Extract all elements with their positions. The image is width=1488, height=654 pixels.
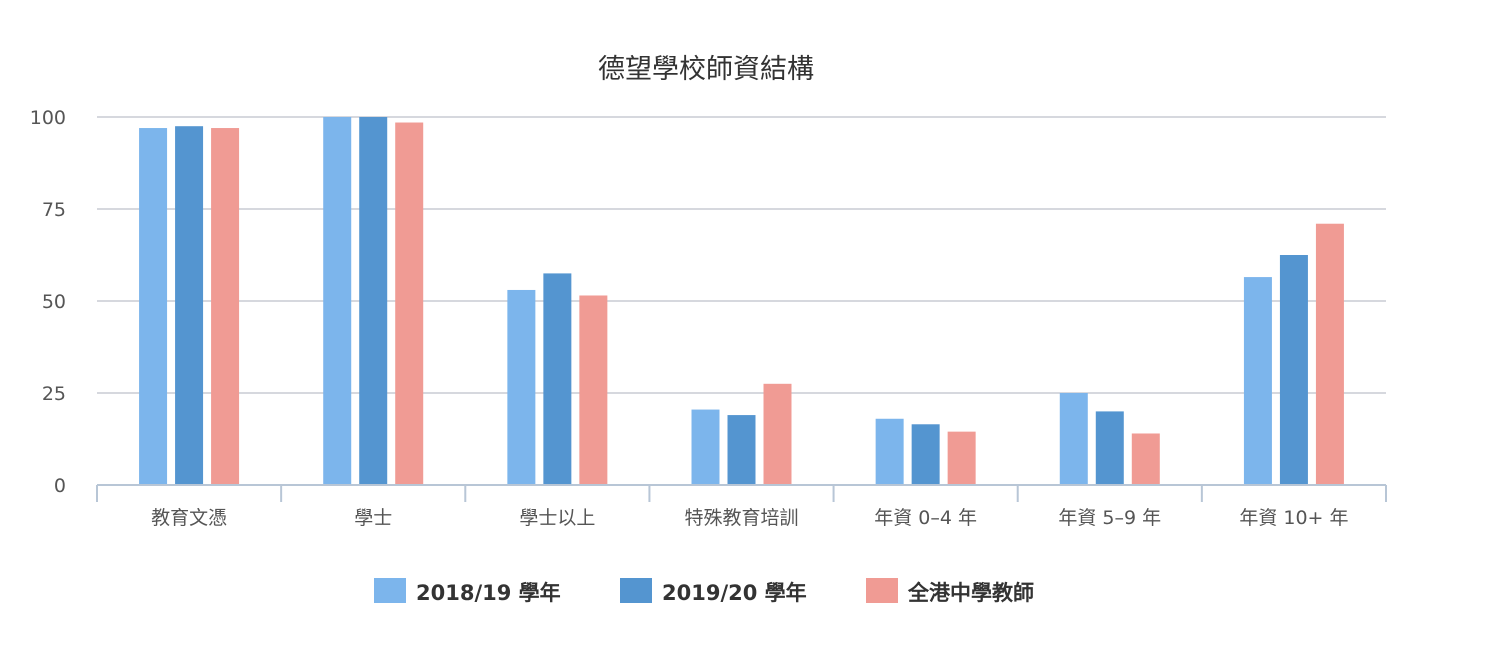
- legend-item[interactable]: 2019/20 學年: [620, 578, 807, 605]
- legend-label: 2019/20 學年: [662, 581, 807, 605]
- bar[interactable]: [211, 128, 240, 486]
- x-tick-label: 年資 0–4 年: [874, 507, 977, 529]
- y-tick-label: 75: [42, 199, 66, 221]
- bar[interactable]: [691, 409, 720, 485]
- bar[interactable]: [1095, 411, 1124, 485]
- bar[interactable]: [359, 117, 388, 485]
- bar[interactable]: [323, 117, 352, 485]
- bar[interactable]: [911, 424, 940, 485]
- bar[interactable]: [1243, 277, 1272, 485]
- y-tick-label: 100: [30, 107, 66, 129]
- bar[interactable]: [727, 415, 756, 485]
- x-tick-label: 年資 5–9 年: [1058, 507, 1161, 529]
- legend[interactable]: 2018/19 學年 2019/20 學年 全港中學教師: [374, 578, 1034, 605]
- bar[interactable]: [947, 431, 976, 485]
- legend-swatch: [866, 578, 898, 603]
- x-axis: 教育文憑 學士 學士以上 特殊教育培訓 年資 0–4 年 年資 5–9 年 年資 10+ 年: [96, 484, 1387, 529]
- legend-item[interactable]: 2018/19 學年: [374, 578, 561, 605]
- bar[interactable]: [1059, 393, 1088, 485]
- x-tick-label: 年資 10+ 年: [1239, 507, 1348, 529]
- legend-swatch: [374, 578, 406, 603]
- bar[interactable]: [1131, 433, 1160, 485]
- bar[interactable]: [395, 122, 424, 486]
- legend-swatch: [620, 578, 652, 603]
- bar[interactable]: [175, 126, 204, 485]
- legend-item[interactable]: 全港中學教師: [866, 578, 1034, 605]
- y-axis-ticks: 0 25 50 75 100: [30, 107, 66, 497]
- bar[interactable]: [875, 418, 904, 485]
- y-tick-label: 50: [42, 291, 66, 313]
- bar[interactable]: [507, 289, 536, 485]
- bar[interactable]: [1315, 223, 1344, 485]
- legend-label: 2018/19 學年: [416, 581, 561, 605]
- y-tick-label: 25: [42, 383, 66, 405]
- bar[interactable]: [139, 128, 168, 486]
- chart-title: 德望學校師資結構: [598, 54, 814, 85]
- grid-lines: [97, 116, 1386, 394]
- bar[interactable]: [763, 383, 792, 485]
- x-tick-label: 教育文憑: [151, 507, 227, 529]
- bar[interactable]: [579, 295, 608, 485]
- x-tick-label: 特殊教育培訓: [684, 507, 798, 529]
- x-tick-label: 學士: [354, 507, 392, 529]
- bar[interactable]: [543, 273, 572, 485]
- bars: [139, 117, 1344, 486]
- x-tick-label: 學士以上: [519, 507, 595, 529]
- y-tick-label: 0: [54, 475, 66, 497]
- bar[interactable]: [1279, 255, 1308, 485]
- legend-label: 全港中學教師: [907, 581, 1034, 605]
